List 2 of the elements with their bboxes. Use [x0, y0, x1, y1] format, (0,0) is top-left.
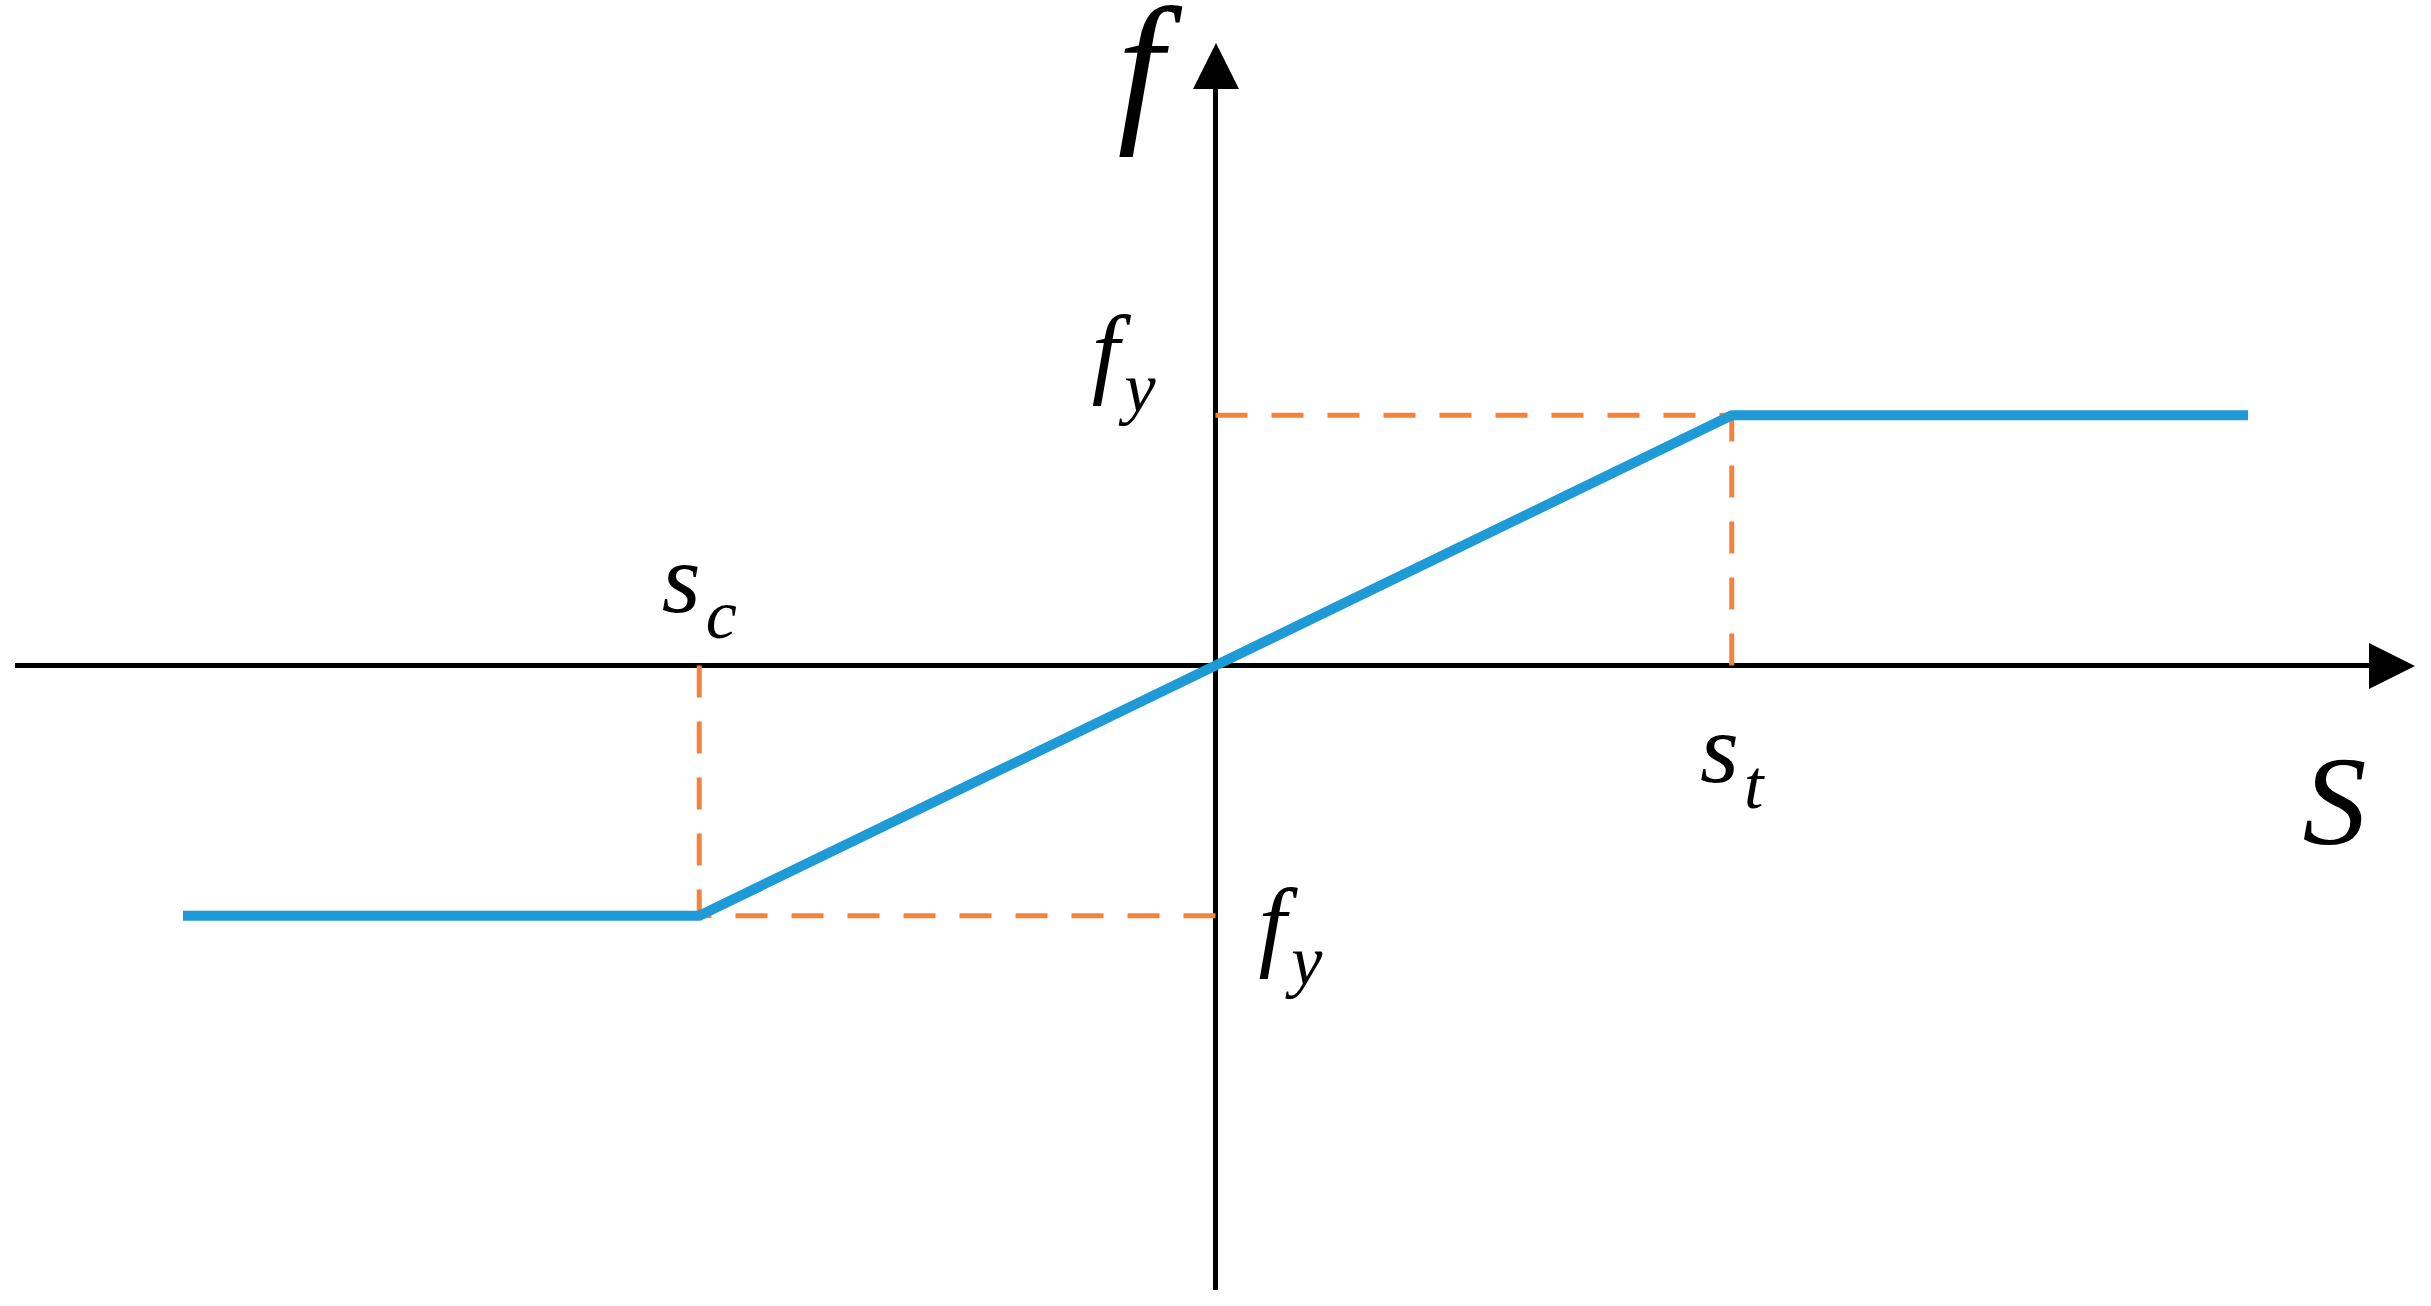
- y-axis-title: f: [1117, 0, 1183, 158]
- x-axis-title: S: [2302, 729, 2367, 872]
